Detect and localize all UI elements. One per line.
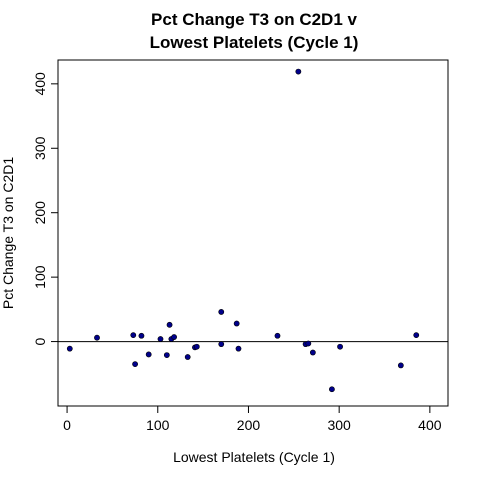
data-point — [218, 341, 225, 348]
y-axis-label: Pct Change T3 on C2D1 — [0, 157, 16, 309]
data-point — [130, 332, 137, 339]
data-point — [193, 343, 200, 350]
data-point — [274, 332, 281, 339]
data-point — [218, 309, 225, 315]
chart-title-line-1: Pct Change T3 on C2D1 v — [151, 10, 357, 29]
data-point — [138, 332, 145, 339]
y-tick-label: 200 — [32, 201, 48, 225]
data-point — [329, 386, 335, 393]
chart-title-line-2: Lowest Platelets (Cycle 1) — [150, 33, 359, 52]
y-axis: 0 100 200 300 400 — [32, 72, 59, 345]
x-tick-label: 200 — [237, 417, 261, 433]
data-point — [94, 334, 100, 341]
data-point — [233, 320, 240, 327]
data-point — [295, 68, 302, 75]
x-tick-label: 0 — [63, 417, 71, 433]
x-axis-label: Lowest Platelets (Cycle 1) — [173, 449, 335, 465]
x-tick-label: 100 — [146, 417, 170, 433]
data-point — [397, 362, 404, 369]
y-tick-label: 100 — [32, 265, 48, 289]
y-tick-label: 0 — [32, 337, 48, 345]
data-point — [145, 351, 152, 358]
data-point — [413, 332, 420, 339]
data-point — [184, 354, 191, 360]
y-tick-label: 400 — [32, 72, 48, 96]
data-point — [309, 349, 316, 356]
data-point — [171, 334, 177, 340]
data-point — [235, 345, 242, 352]
data-point — [66, 345, 73, 352]
data-points — [66, 68, 420, 393]
plot-frame — [57, 59, 449, 407]
x-axis: 0 100 200 300 400 — [63, 405, 442, 433]
data-point — [337, 343, 343, 350]
x-tick-label: 300 — [327, 417, 351, 433]
x-tick-label: 400 — [418, 417, 442, 433]
data-point — [157, 336, 164, 342]
data-point — [132, 361, 138, 368]
y-tick-label: 300 — [32, 136, 48, 160]
data-point — [305, 340, 312, 347]
data-point — [166, 321, 173, 328]
data-point — [163, 352, 170, 358]
